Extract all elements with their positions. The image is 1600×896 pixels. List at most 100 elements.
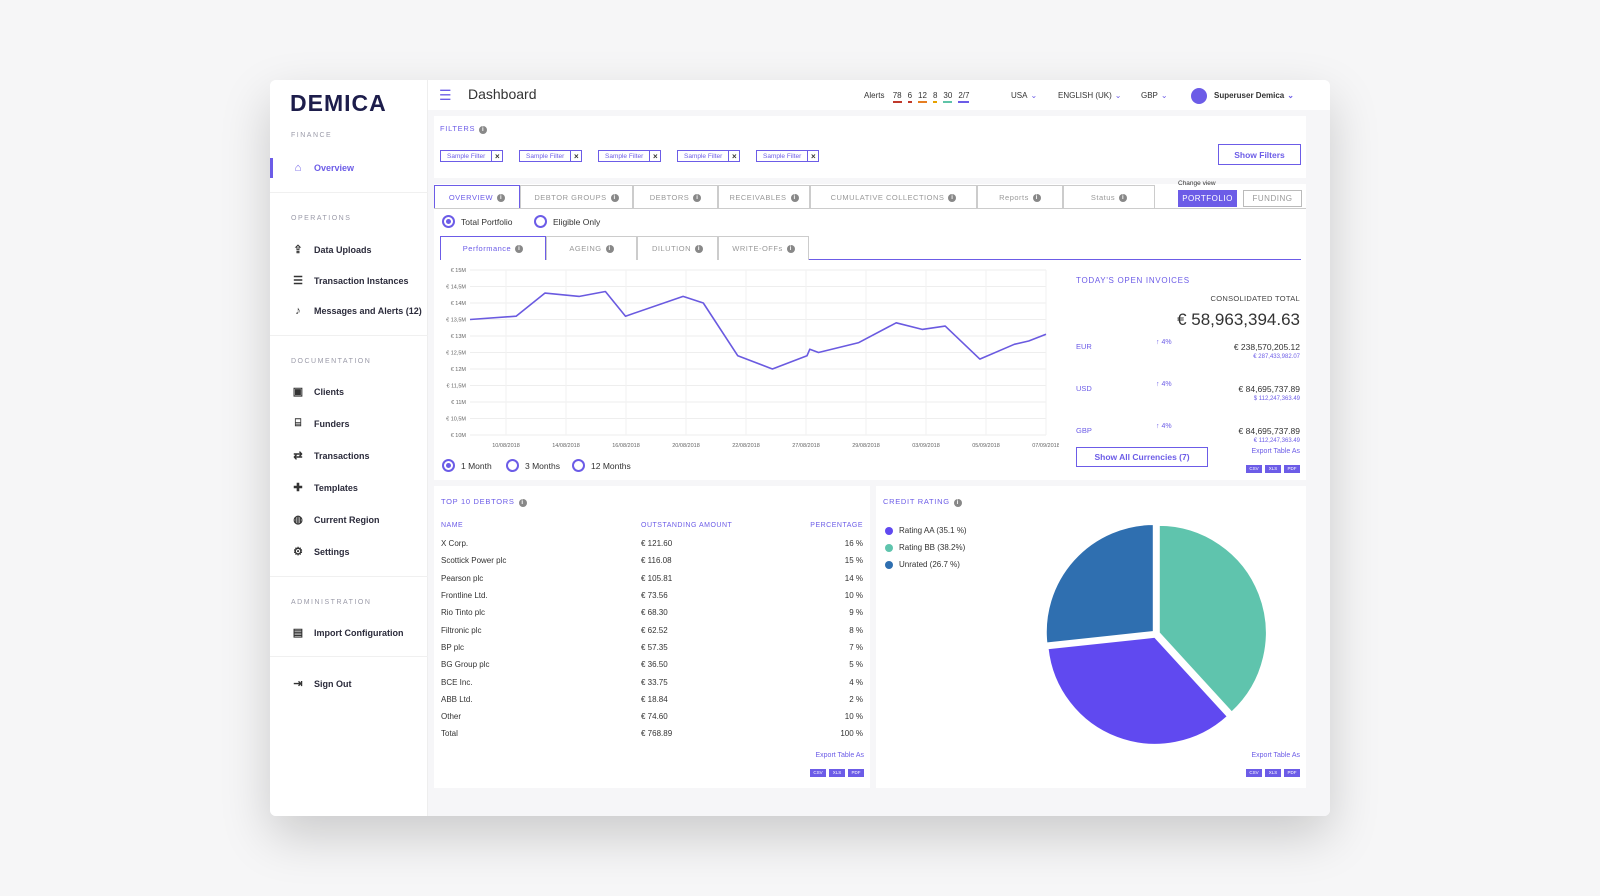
filter-chip[interactable]: Sample Filter × xyxy=(519,150,583,162)
tab-overview[interactable]: OVERVIEW i xyxy=(434,185,520,209)
divider xyxy=(270,192,428,193)
show-filters-button[interactable]: Show Filters xyxy=(1218,144,1301,165)
divider xyxy=(270,335,428,336)
sidebar-item-sign-out[interactable]: ⇥ Sign Out xyxy=(291,677,352,690)
filter-chip-label: Sample Filter xyxy=(526,152,565,160)
column-header: PERCENTAGE xyxy=(810,522,863,529)
alert-count[interactable]: 12 xyxy=(918,91,927,103)
alert-count[interactable]: 78 xyxy=(892,91,902,103)
subtab-dilution[interactable]: DILUTION i xyxy=(637,236,718,260)
portfolio-view-button[interactable]: PORTFOLIO xyxy=(1178,190,1237,207)
export-xls-button[interactable]: XLS xyxy=(1265,769,1281,777)
top-debtors-title: TOP 10 DEBTORS i xyxy=(441,497,527,507)
filters-panel: FILTERS i Sample Filter × Sample Filter × Sam… xyxy=(434,116,1306,178)
export-pdf-button[interactable]: PDF xyxy=(848,769,864,777)
show-all-currencies-button[interactable]: Show All Currencies (7) xyxy=(1076,447,1208,467)
tab-status[interactable]: Status i xyxy=(1063,185,1155,209)
filter-chip[interactable]: Sample Filter × xyxy=(440,150,504,162)
period-12-months-radio[interactable]: 12 Months xyxy=(572,459,631,472)
subtab-ageing[interactable]: AGEING i xyxy=(546,236,637,260)
menu-icon[interactable]: ☰ xyxy=(439,87,452,103)
sidebar-item-transaction-instances[interactable]: ☰ Transaction Instances xyxy=(291,274,408,287)
sidebar-item-current-region[interactable]: ◍ Current Region xyxy=(291,513,379,526)
alert-count[interactable]: 30 xyxy=(943,91,953,103)
sidebar-item-data-uploads[interactable]: ⇪ Data Uploads xyxy=(291,243,371,256)
currency-select[interactable]: GBP ⌄ xyxy=(1141,91,1168,100)
sidebar-item-label: Sign Out xyxy=(314,678,352,689)
subtab-performance[interactable]: Performance i xyxy=(440,236,546,260)
remove-filter-icon[interactable]: × xyxy=(570,151,581,161)
x-tick-label: 27/08/2018 xyxy=(792,443,820,449)
remove-filter-icon[interactable]: × xyxy=(649,151,660,161)
sign-out-icon: ⇥ xyxy=(293,678,303,690)
info-icon: i xyxy=(695,244,703,253)
remove-filter-icon[interactable]: × xyxy=(491,151,502,161)
table-cell: Total xyxy=(441,729,458,739)
table-row: Frontline Ltd. € 73.56 10 % xyxy=(441,587,863,604)
subtab-write-offs[interactable]: WRITE-OFFs i xyxy=(718,236,809,260)
tab-cumulative-collections[interactable]: CUMULATIVE COLLECTIONS i xyxy=(810,185,977,209)
alert-count[interactable]: 8 xyxy=(932,91,938,103)
export-xls-button[interactable]: XLS xyxy=(829,769,845,777)
export-csv-button[interactable]: CSV xyxy=(1246,465,1262,473)
user-menu[interactable]: Superuser Demica ⌄ xyxy=(1214,91,1294,100)
tab-debtors[interactable]: DEBTORS i xyxy=(633,185,718,209)
table-cell: € 18.84 xyxy=(641,694,668,704)
export-csv-button[interactable]: CSV xyxy=(1246,769,1262,777)
language-select[interactable]: ENGLISH (UK) ⌄ xyxy=(1058,91,1122,100)
sidebar-item-import-configuration[interactable]: ▤ Import Configuration xyxy=(291,626,404,639)
table-cell: X Corp. xyxy=(441,539,469,549)
region-select[interactable]: USA ⌄ xyxy=(1011,91,1037,100)
table-cell: € 36.50 xyxy=(641,660,668,670)
export-pdf-button[interactable]: PDF xyxy=(1284,465,1300,473)
legend-item: Rating AA (35.1 %) xyxy=(885,526,967,535)
chevron-down-icon: ⌄ xyxy=(1030,91,1038,100)
funding-view-button[interactable]: FUNDING xyxy=(1243,190,1302,207)
export-pdf-button[interactable]: PDF xyxy=(1284,769,1300,777)
table-row: X Corp. € 121.60 16 % xyxy=(441,535,863,552)
credit-rating-title: CREDIT RATING i xyxy=(883,497,962,507)
table-cell: Frontline Ltd. xyxy=(441,591,488,601)
filter-chip[interactable]: Sample Filter × xyxy=(598,150,662,162)
filter-chip[interactable]: Sample Filter × xyxy=(677,150,741,162)
tab-reports[interactable]: Reports i xyxy=(977,185,1063,209)
info-icon: i xyxy=(497,193,506,202)
currency-code: GBP xyxy=(1076,426,1092,435)
tab-receivables[interactable]: RECEIVABLES i xyxy=(718,185,810,209)
tab-debtor-groups[interactable]: DEBTOR GROUPS i xyxy=(520,185,633,209)
radio-off-icon xyxy=(572,459,585,472)
alert-count[interactable]: 6 xyxy=(907,91,913,103)
legend-label: Rating BB (38.2%) xyxy=(899,543,966,552)
sidebar-item-settings[interactable]: ⚙ Settings xyxy=(291,545,349,558)
alert-count[interactable]: 2/7 xyxy=(958,91,970,103)
table-cell: 100 % xyxy=(840,729,863,739)
period-3-months-radio[interactable]: 3 Months xyxy=(506,459,560,472)
arrow-up-icon: ↑ xyxy=(1156,423,1160,430)
eligible-only-radio[interactable]: Eligible Only xyxy=(534,215,600,228)
remove-filter-icon[interactable]: × xyxy=(728,151,739,161)
period-1-month-radio[interactable]: 1 Month xyxy=(442,459,492,472)
globe-icon: ◍ xyxy=(293,514,303,526)
y-tick-label: € 13,5M xyxy=(446,318,466,324)
filter-chip[interactable]: Sample Filter × xyxy=(756,150,820,162)
table-row: BG Group plc € 36.50 5 % xyxy=(441,656,863,673)
export-csv-button[interactable]: CSV xyxy=(810,769,826,777)
sidebar-item-clients[interactable]: ▣ Clients xyxy=(291,385,344,398)
alerts: Alerts 78 6 12 8 30 2/7 xyxy=(864,91,970,103)
sidebar-item-messages[interactable]: ♪ Messages and Alerts (12) xyxy=(291,305,421,317)
table-cell: 14 % xyxy=(844,573,863,583)
avatar[interactable] xyxy=(1191,88,1207,104)
total-portfolio-radio[interactable]: Total Portfolio xyxy=(442,215,513,228)
filters-label: FILTERS i xyxy=(440,124,488,134)
export-xls-button[interactable]: XLS xyxy=(1265,465,1281,473)
debtors-table: NAME OUTSTANDING AMOUNT PERCENTAGE X Corp.… xyxy=(441,522,863,743)
sidebar-item-overview[interactable]: ⌂ Overview xyxy=(291,162,354,174)
sidebar-item-funders[interactable]: ⌸ Funders xyxy=(291,417,350,430)
table-row: Scottick Power plc € 116.08 15 % xyxy=(441,552,863,569)
table-cell: 10 % xyxy=(844,712,863,722)
sidebar-item-templates[interactable]: ✚ Templates xyxy=(291,481,357,494)
info-icon: i xyxy=(605,244,614,253)
sidebar-item-transactions[interactable]: ⇄ Transactions xyxy=(291,449,369,462)
remove-filter-icon[interactable]: × xyxy=(807,151,818,161)
info-icon: i xyxy=(953,499,962,507)
